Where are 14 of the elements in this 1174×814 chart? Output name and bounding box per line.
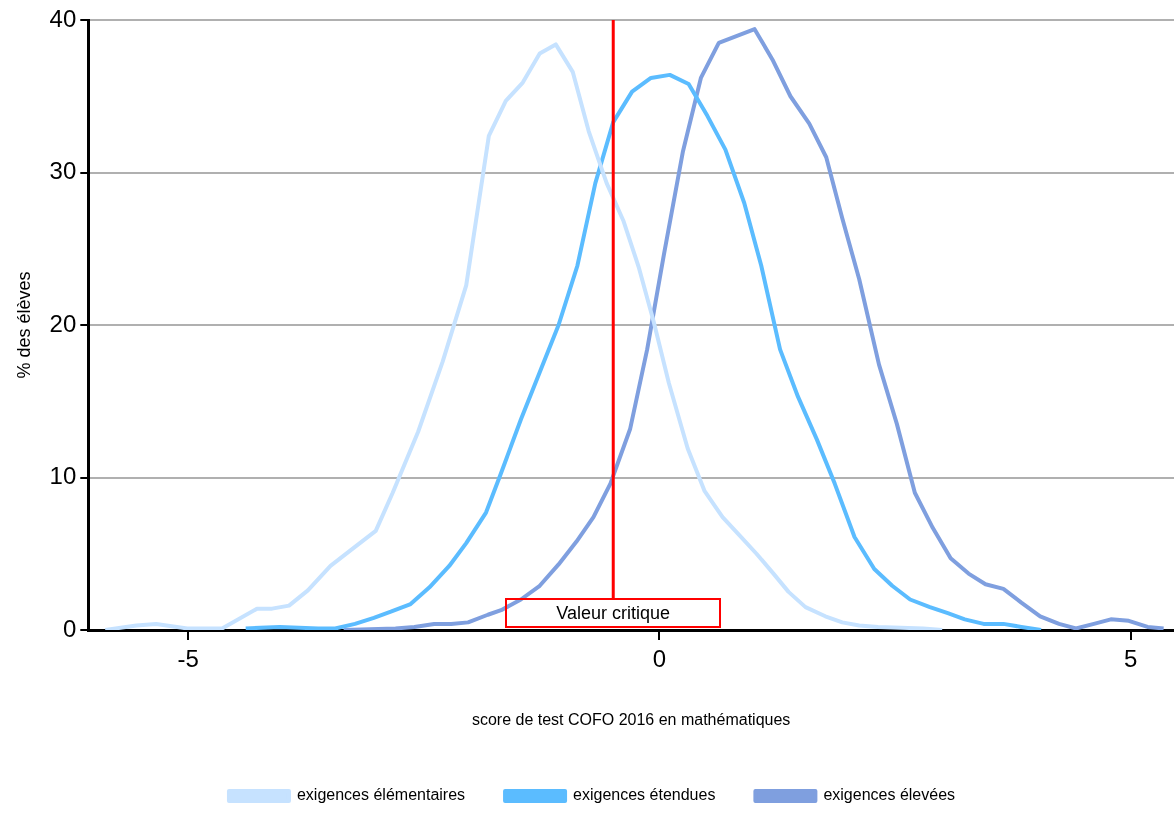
y-tick-label: 30 bbox=[49, 157, 77, 185]
y-tick-label: 0 bbox=[62, 614, 77, 642]
legend-label: exigences élevées bbox=[823, 786, 956, 804]
y-tick-label: 10 bbox=[49, 462, 77, 490]
legend-label: exigences élémentaires bbox=[296, 786, 466, 804]
y-tick-label: 20 bbox=[49, 309, 77, 337]
ref-line-label: Valeur critique bbox=[556, 603, 671, 623]
y-tick-label: 40 bbox=[49, 4, 77, 32]
x-tick-label: 0 bbox=[652, 645, 667, 673]
x-tick-label: -5 bbox=[177, 645, 199, 673]
x-tick-label: 5 bbox=[1123, 645, 1138, 673]
y-axis-title: % des élèves bbox=[13, 271, 34, 379]
legend-label: exigences étendues bbox=[573, 786, 716, 804]
x-axis-title: score de test COFO 2016 en mathématiques bbox=[471, 710, 791, 728]
